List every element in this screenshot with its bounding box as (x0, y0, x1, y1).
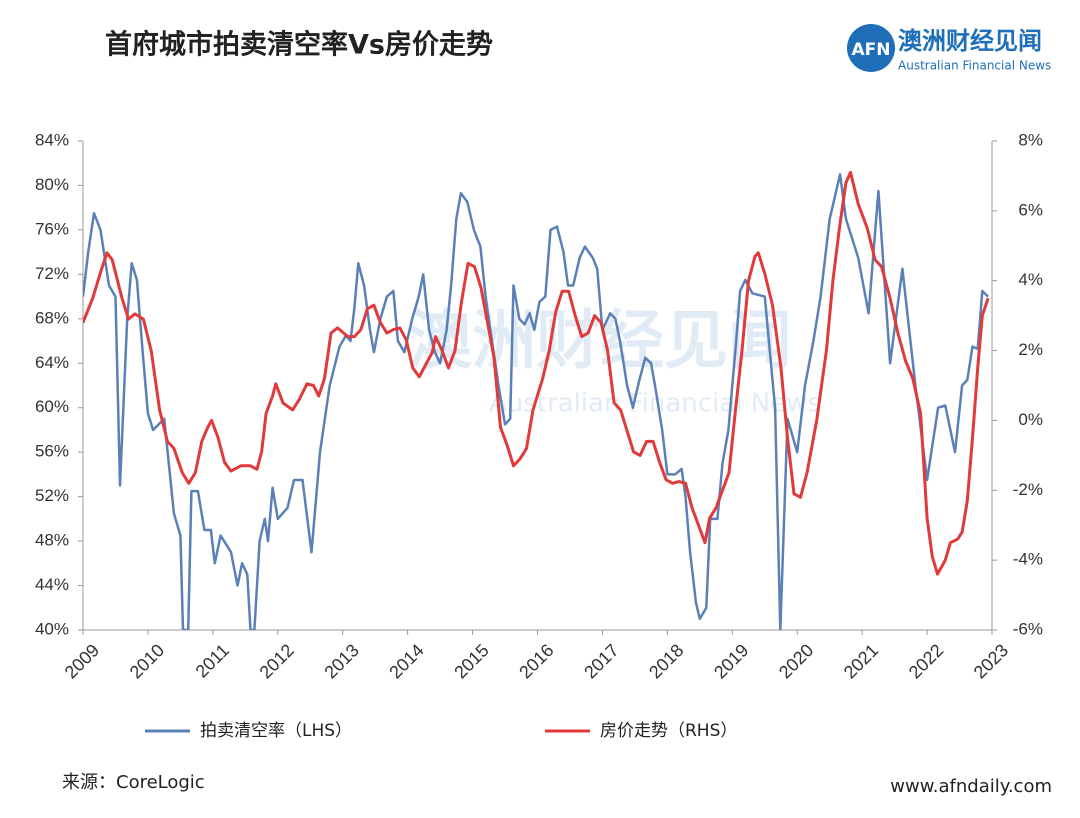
x-tick-label: 2014 (385, 640, 427, 682)
watermark-sub: Australian Financial News (489, 389, 821, 419)
y-tick-label: 84% (35, 130, 69, 149)
legend-label: 房价走势（RHS） (600, 721, 737, 741)
x-tick-label: 2012 (256, 640, 298, 682)
watermark: 澳洲财经见闻 (408, 305, 792, 379)
source: 来源：CoreLogic (62, 772, 205, 793)
logo-sub: Australian Financial News (898, 59, 1051, 73)
y2-tick-label: 0% (1018, 410, 1043, 429)
url: www.afndaily.com (890, 776, 1052, 797)
y2-tick-label: -6% (1013, 619, 1043, 638)
x-tick-label: 2023 (970, 640, 1012, 682)
logo-name: 澳洲财经见闻 (898, 27, 1042, 55)
x-tick-label: 2020 (775, 640, 817, 682)
y2-tick-label: 8% (1018, 130, 1043, 149)
y2-tick-label: -4% (1013, 550, 1043, 569)
y-tick-label: 72% (35, 264, 69, 283)
y2-tick-label: 2% (1018, 340, 1043, 359)
y-tick-label: 68% (35, 308, 69, 327)
y-tick-label: 52% (35, 486, 69, 505)
y2-tick-label: 6% (1018, 200, 1043, 219)
x-tick-label: 2022 (905, 640, 947, 682)
y-tick-label: 48% (35, 531, 69, 550)
x-tick-label: 2017 (580, 640, 622, 682)
y-tick-label: 40% (35, 619, 69, 638)
chart-title: 首府城市拍卖清空率Vs房价走势 (105, 29, 493, 61)
x-tick-label: 2010 (126, 640, 168, 682)
y-tick-label: 64% (35, 353, 69, 372)
y-tick-label: 76% (35, 219, 69, 238)
y-tick-label: 56% (35, 442, 69, 461)
x-tick-label: 2021 (840, 640, 882, 682)
legend-label: 拍卖清空率（LHS） (200, 721, 352, 741)
logo-mark: AFN (852, 40, 891, 60)
y-tick-label: 44% (35, 575, 69, 594)
x-tick-label: 2016 (515, 640, 557, 682)
x-tick-label: 2009 (61, 640, 103, 682)
y2-tick-label: -2% (1013, 480, 1043, 499)
x-tick-label: 2011 (192, 640, 234, 682)
y2-tick-label: 4% (1018, 270, 1043, 289)
y-tick-label: 80% (35, 175, 69, 194)
x-tick-label: 2018 (645, 640, 687, 682)
x-tick-label: 2019 (710, 640, 752, 682)
series-line (83, 173, 989, 630)
logo-circle (847, 24, 895, 72)
x-tick-label: 2015 (450, 640, 492, 682)
series-line (83, 170, 990, 576)
x-tick-label: 2013 (320, 640, 362, 682)
y-tick-label: 60% (35, 397, 69, 416)
